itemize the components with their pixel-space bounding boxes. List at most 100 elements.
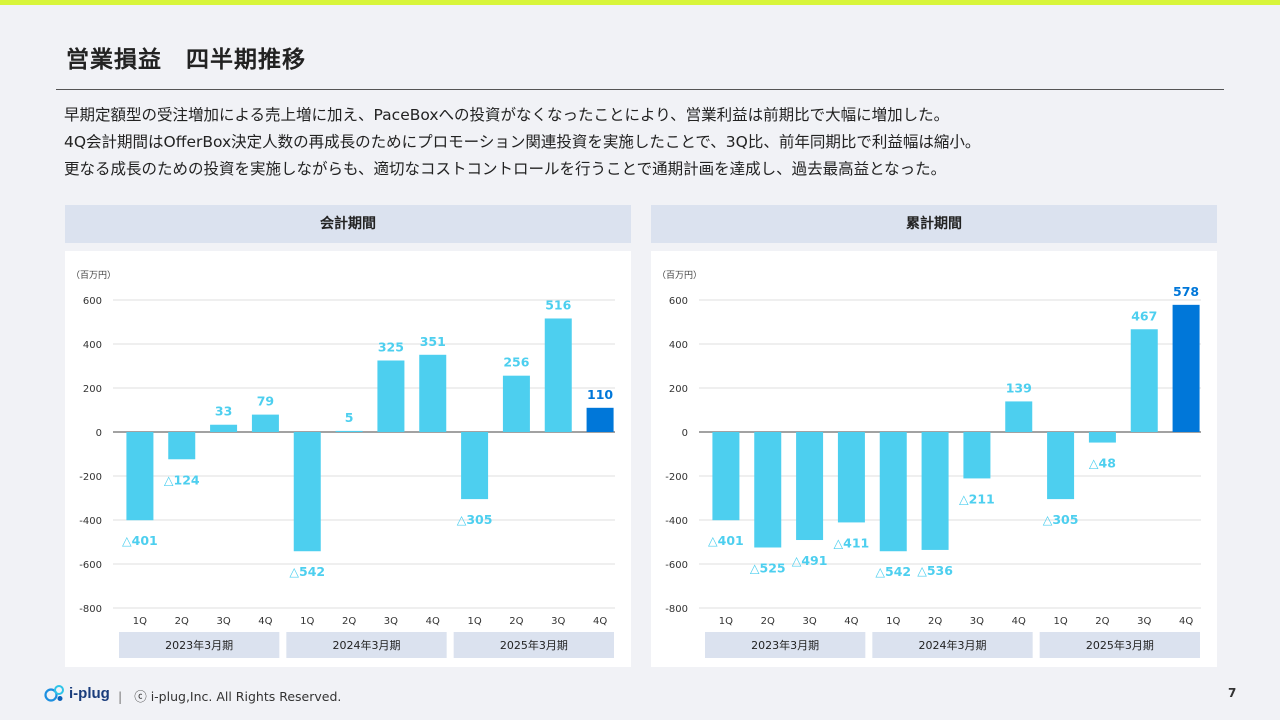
x-tick-label: 3Q	[1137, 616, 1151, 627]
data-label: 33	[215, 404, 232, 419]
bar	[293, 432, 321, 552]
y-tick-label: -600	[665, 560, 688, 571]
data-label: △536	[917, 563, 953, 578]
y-tick-label: 0	[682, 428, 688, 439]
y-tick-label: -800	[79, 604, 102, 615]
y-tick-label: 600	[83, 296, 102, 307]
y-tick-label: -400	[79, 516, 102, 527]
data-label: 516	[545, 297, 571, 312]
x-tick-label: 4Q	[593, 616, 607, 627]
fiscal-year-label: 2023年3月期	[165, 638, 233, 652]
x-tick-label: 4Q	[1179, 616, 1193, 627]
fiscal-year-box	[705, 632, 866, 658]
x-tick-label: 1Q	[1053, 616, 1067, 627]
description-line-2: 4Q会計期間はOfferBox決定人数の再成長のためにプロモーション関連投資を実…	[64, 133, 981, 151]
fiscal-year-box	[286, 632, 447, 658]
bar	[210, 424, 238, 432]
data-label: 5	[345, 410, 354, 425]
x-tick-label: 1Q	[300, 616, 314, 627]
bar	[126, 432, 154, 521]
fiscal-year-label: 2023年3月期	[751, 638, 819, 652]
bar	[712, 432, 740, 521]
x-tick-label: 1Q	[467, 616, 481, 627]
title-divider	[56, 89, 1224, 90]
bar	[251, 414, 279, 432]
bar	[1130, 329, 1158, 432]
data-label: △48	[1089, 456, 1116, 471]
y-tick-label: 600	[669, 296, 688, 307]
x-tick-label: 2Q	[928, 616, 942, 627]
bar	[586, 407, 614, 432]
page-number: 7	[1228, 686, 1237, 700]
quarterly-panel-header: 会計期間	[65, 205, 631, 243]
description: 早期定額型の受注増加による売上増に加え、PaceBoxへの投資がなくなったことに…	[64, 102, 980, 183]
data-label: △211	[959, 491, 995, 506]
x-tick-label: 3Q	[551, 616, 565, 627]
data-label: △411	[834, 535, 870, 550]
fiscal-year-label: 2024年3月期	[919, 638, 987, 652]
quarterly-operating-profit-chart: （百万円） 600 400 200 0 -200 -400 -600 -800 △401 1Q △12…	[71, 270, 615, 658]
bar	[502, 375, 530, 432]
bar	[1005, 401, 1033, 432]
y-tick-label: -800	[665, 604, 688, 615]
x-tick-label: 1Q	[719, 616, 733, 627]
y-tick-label: -200	[665, 472, 688, 483]
x-tick-label: 4Q	[426, 616, 440, 627]
bar	[544, 318, 572, 432]
y-tick-label: 200	[669, 384, 688, 395]
data-label: 139	[1006, 380, 1032, 395]
data-label: △401	[708, 533, 744, 548]
top-accent-bar	[0, 0, 1280, 5]
data-label: 110	[587, 387, 613, 402]
data-label: 325	[378, 340, 404, 355]
bar	[1172, 304, 1200, 432]
data-label: △305	[1043, 512, 1079, 527]
bar	[335, 430, 363, 432]
y-tick-label: -600	[79, 560, 102, 571]
data-label: 467	[1131, 308, 1157, 323]
footer-separator: |	[118, 689, 123, 704]
y-tick-label: 0	[96, 428, 102, 439]
y-tick-label: -400	[665, 516, 688, 527]
y-tick-label: 200	[83, 384, 102, 395]
data-label: △542	[289, 564, 325, 579]
company-logo: i-plug	[44, 682, 110, 704]
x-tick-label: 2Q	[175, 616, 189, 627]
fiscal-year-box	[1039, 632, 1200, 658]
cumulative-panel-header: 累計期間	[651, 205, 1217, 243]
copyright-text: ⓒ i-plug,Inc. All Rights Reserved.	[134, 689, 342, 704]
cumulative-operating-profit-chart: （百万円） 600 400 200 0 -200 -400 -600 -800 △401 1Q △52…	[657, 270, 1201, 658]
bar	[796, 432, 824, 541]
x-tick-label: 4Q	[844, 616, 858, 627]
fiscal-year-label: 2024年3月期	[333, 638, 401, 652]
data-label: △124	[164, 472, 200, 487]
cumulative-chart-panel: （百万円） 600 400 200 0 -200 -400 -600 -800 △401 1Q △52…	[651, 251, 1217, 667]
x-tick-label: 3Q	[384, 616, 398, 627]
x-tick-label: 4Q	[258, 616, 272, 627]
data-label: △542	[875, 564, 911, 579]
data-label: 79	[257, 394, 274, 409]
bar	[837, 432, 865, 523]
description-line-3: 更なる成長のための投資を実施しながらも、適切なコストコントロールを行うことで通期…	[64, 160, 947, 178]
page-title: 営業損益 四半期推移	[66, 47, 306, 73]
y-tick-label: -200	[79, 472, 102, 483]
bar	[921, 432, 949, 550]
logo-mark-icon	[44, 685, 64, 702]
fiscal-year-box	[119, 632, 280, 658]
fiscal-year-box	[453, 632, 614, 658]
x-tick-label: 2Q	[342, 616, 356, 627]
data-label: △305	[457, 512, 493, 527]
data-label: 256	[503, 355, 529, 370]
data-label: 351	[420, 334, 446, 349]
x-tick-label: 3Q	[970, 616, 984, 627]
quarterly-chart-panel: （百万円） 600 400 200 0 -200 -400 -600 -800 △401 1Q △12…	[65, 251, 631, 667]
bar	[963, 432, 991, 479]
logo-text: i-plug	[69, 684, 110, 702]
footer-copyright: | ⓒ i-plug,Inc. All Rights Reserved.	[118, 686, 341, 705]
y-tick-label: 400	[83, 340, 102, 351]
bar	[879, 432, 907, 552]
bar	[461, 432, 489, 500]
fiscal-year-label: 2025年3月期	[1086, 638, 1154, 652]
x-tick-label: 2Q	[509, 616, 523, 627]
bar	[168, 432, 196, 460]
